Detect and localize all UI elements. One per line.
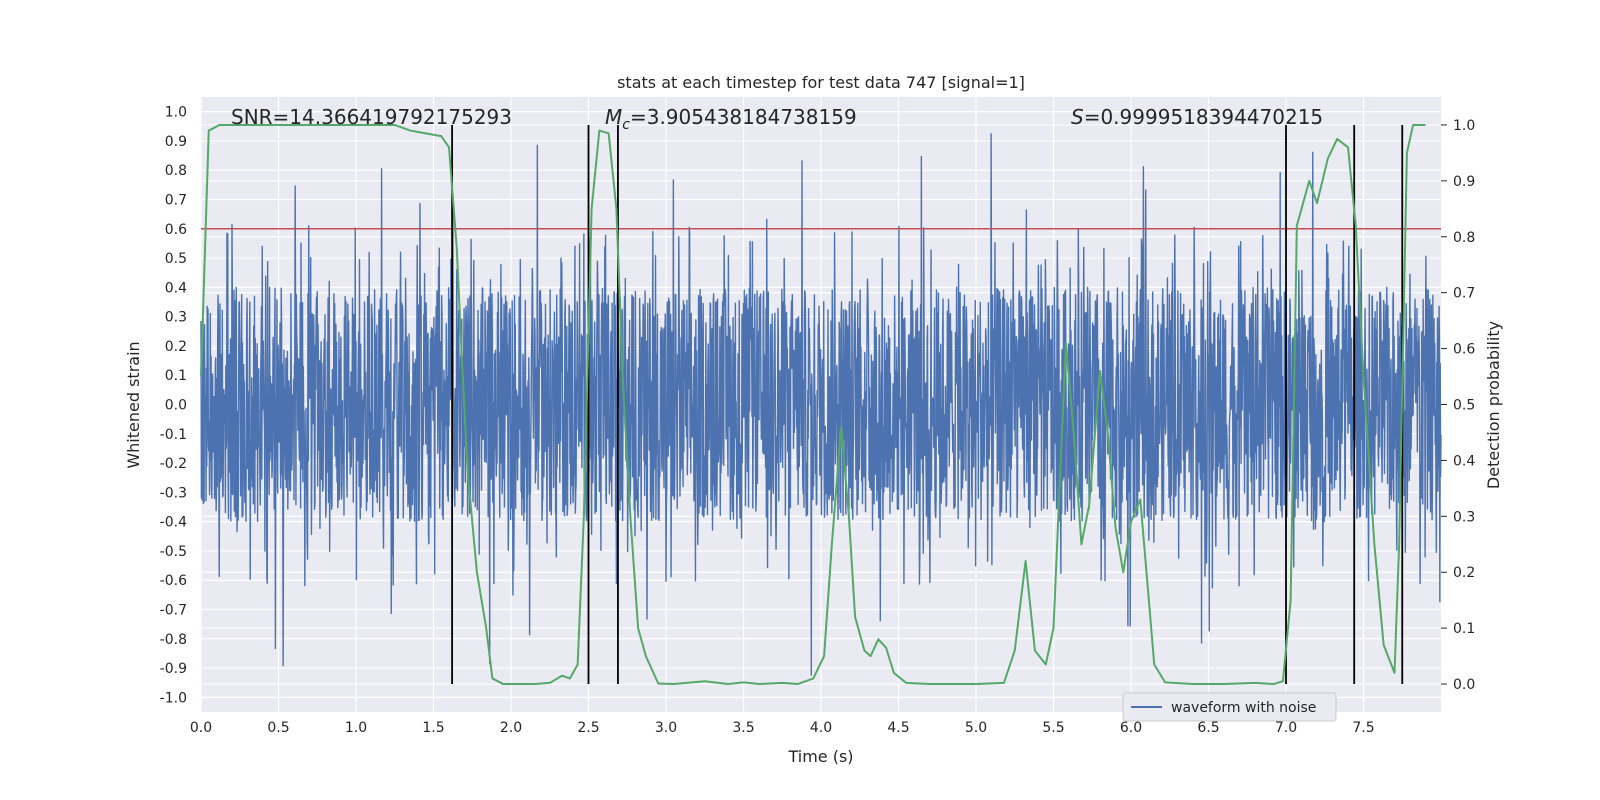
x-tick-label: 6.0: [1120, 720, 1142, 736]
x-tick-label: 0.0: [190, 720, 212, 736]
legend-box: [1122, 692, 1337, 722]
x-axis-label: Time (s): [787, 747, 853, 766]
score-value: =0.9999518394470215: [1084, 105, 1323, 129]
score-annotation: S=0.9999518394470215: [1071, 105, 1323, 129]
y-tick-label: 0.1: [165, 368, 187, 384]
y-tick-label: 1.0: [165, 105, 187, 121]
y-tick-label: 0.3: [165, 310, 187, 326]
y-tick-label: 0.4: [165, 280, 187, 296]
y-tick-label: 0.6: [165, 222, 187, 238]
y2-tick-label: 0.3: [1453, 509, 1475, 525]
y-tick-label: -0.3: [160, 485, 187, 501]
x-tick-label: 6.5: [1197, 720, 1219, 736]
x-tick-label: 5.0: [965, 720, 987, 736]
y2-tick-label: 0.0: [1453, 677, 1475, 693]
y-axis-ticks: 1.0 0.9 0.8 0.7 0.6 0.5 0.4 0.3 0.2 0.1 0.0 -0.1 -0.…: [160, 105, 187, 707]
y2-axis-ticks: 1.0 0.9 0.8 0.7 0.6 0.5 0.4 0.3 0.2 0.1 0.0: [1441, 118, 1475, 693]
y2-tick-label: 1.0: [1453, 118, 1475, 134]
x-tick-label: 0.5: [267, 720, 289, 736]
y-tick-label: -0.8: [160, 632, 187, 648]
x-tick-label: 3.0: [655, 720, 677, 736]
x-tick-label: 3.5: [732, 720, 754, 736]
x-tick-label: 7.0: [1275, 720, 1297, 736]
y2-tick-label: 0.1: [1453, 621, 1475, 637]
waveform-line: [200, 133, 1442, 676]
x-tick-label: 4.5: [887, 720, 909, 736]
snr-annotation: SNR=14.366419792175293: [231, 105, 512, 129]
legend: waveform with noise: [1122, 692, 1337, 722]
chirp-mass-subscript: c: [622, 117, 630, 133]
y-tick-label: 0.9: [165, 134, 187, 150]
legend-label-waveform: waveform with noise: [1171, 700, 1316, 716]
y-tick-label: -0.1: [160, 427, 187, 443]
x-tick-label: 7.5: [1352, 720, 1374, 736]
y-tick-label: -0.2: [160, 456, 187, 472]
waveform-with-noise-series: [200, 133, 1442, 676]
y-tick-label: 0.2: [165, 339, 187, 355]
y2-tick-label: 0.2: [1453, 565, 1475, 581]
y2-tick-label: 0.6: [1453, 342, 1475, 358]
x-tick-label: 5.5: [1042, 720, 1064, 736]
y-tick-label: -0.9: [160, 661, 187, 677]
y-tick-label: 0.0: [165, 398, 187, 414]
y-tick-label: -0.5: [160, 544, 187, 560]
x-axis-ticks: 0.0 0.5 1.0 1.5 2.0 2.5 3.0 3.5 4.0 4.5 5.0 5.5 6.0 6…: [190, 720, 1375, 736]
x-tick-label: 1.5: [422, 720, 444, 736]
y-tick-label: 0.5: [165, 251, 187, 267]
y-tick-label: -0.4: [160, 515, 187, 531]
detection-probability-series: [200, 123, 1426, 686]
vertical-markers: [451, 124, 1404, 685]
y-tick-label: -1.0: [160, 690, 187, 706]
chirp-mass-annotation: Mc=3.905438184738159: [605, 105, 857, 133]
y2-axis-label: Detection probability: [1484, 321, 1503, 489]
y-tick-label: -0.6: [160, 573, 187, 589]
chirp-mass-symbol: M: [605, 105, 622, 129]
chirp-mass-value: =3.905438184738159: [630, 105, 857, 129]
x-tick-label: 4.0: [810, 720, 832, 736]
y2-tick-label: 0.8: [1453, 230, 1475, 246]
y-axis-label: Whitened strain: [124, 341, 143, 468]
x-tick-label: 1.0: [345, 720, 367, 736]
chart-title: stats at each timestep for test data 747…: [617, 73, 1025, 92]
y-tick-label: -0.7: [160, 603, 187, 619]
score-symbol: S: [1071, 105, 1084, 129]
x-tick-label: 2.0: [500, 720, 522, 736]
y2-tick-label: 0.9: [1453, 174, 1475, 190]
y2-tick-label: 0.5: [1453, 398, 1475, 414]
probability-line: [200, 123, 1426, 686]
y2-tick-label: 0.7: [1453, 286, 1475, 302]
x-tick-label: 2.5: [577, 720, 599, 736]
y-tick-label: 0.7: [165, 193, 187, 209]
y-tick-label: 0.8: [165, 163, 187, 179]
y2-tick-label: 0.4: [1453, 453, 1475, 469]
